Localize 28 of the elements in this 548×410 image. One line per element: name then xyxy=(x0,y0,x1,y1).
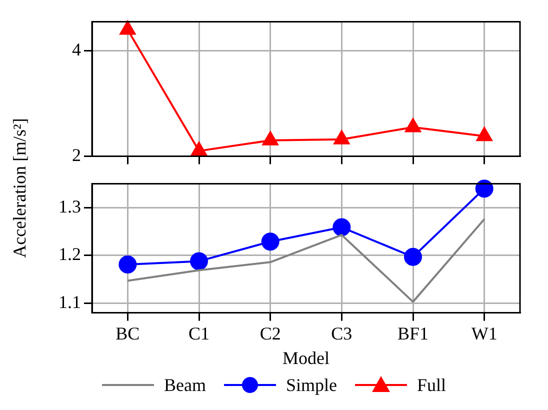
x-axis-title: Model xyxy=(282,348,330,368)
y-tick-label: 2 xyxy=(72,144,81,165)
x-tick-label: C2 xyxy=(260,323,281,344)
y-tick-label: 1.3 xyxy=(58,196,81,216)
point xyxy=(120,20,136,35)
point xyxy=(404,248,422,266)
x-tick-label: W1 xyxy=(471,323,498,344)
x-tick-label: C1 xyxy=(188,323,210,344)
point xyxy=(261,232,280,251)
point xyxy=(334,130,350,144)
legend-label: Full xyxy=(417,374,446,396)
y-tick-label: 1.2 xyxy=(58,244,81,264)
legend-label: Beam xyxy=(164,374,206,396)
point xyxy=(190,252,208,270)
point xyxy=(262,131,278,146)
y-axis-title: Acceleration [m/s²] xyxy=(10,118,30,258)
point xyxy=(476,127,492,142)
x-tick-label: C3 xyxy=(331,323,352,344)
y-tick-label: 1.1 xyxy=(58,292,81,312)
point xyxy=(118,256,137,274)
x-tick-label: BC xyxy=(116,323,140,344)
point xyxy=(191,142,207,156)
point xyxy=(475,180,494,198)
point xyxy=(332,218,351,236)
x-tick-label: BF1 xyxy=(397,323,429,344)
y-tick-label: 4 xyxy=(72,40,81,60)
point xyxy=(405,118,421,132)
legend-label: Simple xyxy=(286,374,337,396)
